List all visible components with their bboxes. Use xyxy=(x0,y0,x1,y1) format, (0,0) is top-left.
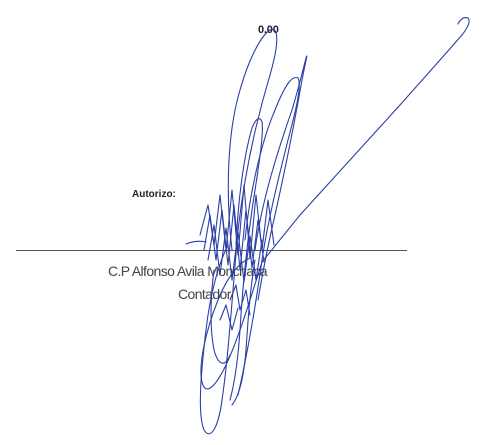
signer-role: Contador xyxy=(178,286,231,302)
signer-name: C.P Alfonso Avila Monchaca xyxy=(108,263,268,279)
amount-value: 0.00 xyxy=(258,24,279,36)
authorization-label: Autorizo: xyxy=(132,189,176,200)
signature-line xyxy=(16,250,407,251)
